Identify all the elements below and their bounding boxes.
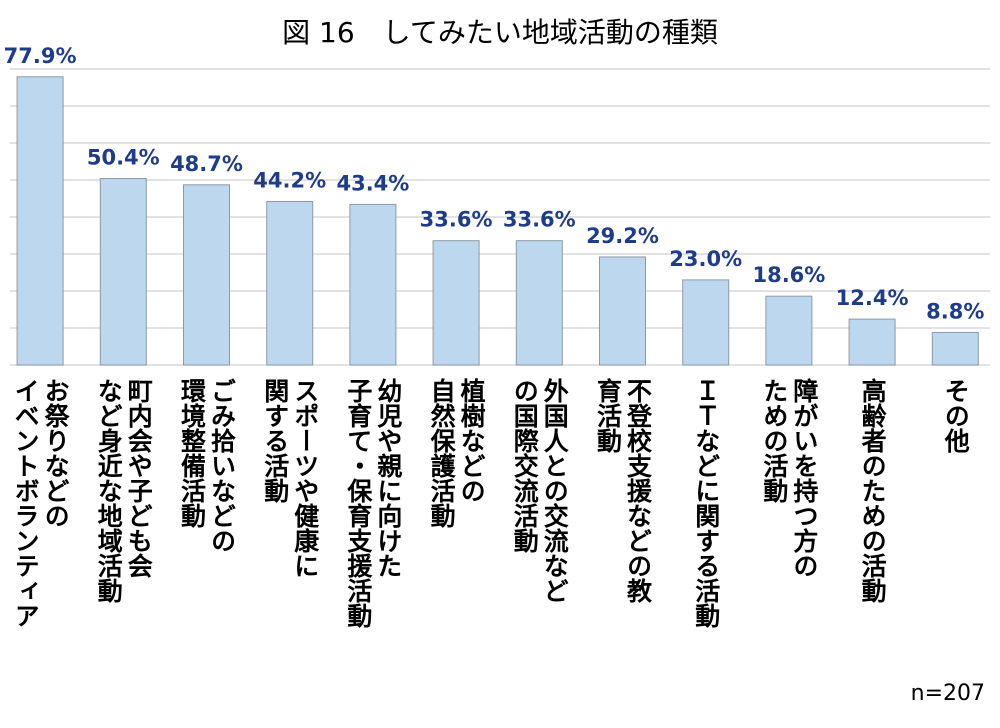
value-label: 29.2% <box>586 224 659 248</box>
bar <box>931 331 979 366</box>
bar <box>848 318 896 366</box>
category-label: スポーツや健康に 関する活動 <box>260 378 320 578</box>
category-label: お祭りなどの イベントボランティア <box>11 378 71 628</box>
category-label: 外国人との交流など の国際交流活動 <box>510 378 570 603</box>
category-label: 障がいを持つ方の ための活動 <box>759 378 819 578</box>
value-label: 77.9% <box>4 44 77 68</box>
value-label: 23.0% <box>669 247 742 271</box>
bar <box>16 76 64 366</box>
value-label: 12.4% <box>836 286 909 310</box>
category-label: 町内会や子ども会 など身近な地域活動 <box>94 378 154 603</box>
value-label: 33.6% <box>420 208 493 232</box>
bar <box>183 184 230 366</box>
value-label: 48.7% <box>170 152 243 176</box>
category-label: 高齢者のための活動 <box>858 378 888 603</box>
value-label: 43.4% <box>336 171 409 195</box>
value-label: 50.4% <box>87 146 160 170</box>
category-label: 植樹などの 自然保護活動 <box>427 378 487 528</box>
category-label: ごみ拾いなどの 環境整備活動 <box>177 378 237 553</box>
bar <box>266 200 314 366</box>
bar <box>599 256 646 366</box>
value-label: 18.6% <box>752 263 825 287</box>
category-label: 不登校支援などの教 育活動 <box>593 378 653 603</box>
category-label: ＩＴなどに関する活動 <box>691 378 721 628</box>
value-label: 33.6% <box>503 208 576 232</box>
bar <box>682 279 730 366</box>
bar <box>432 240 480 366</box>
bar <box>99 178 147 366</box>
bar <box>515 240 563 366</box>
value-label: 8.8% <box>926 299 984 323</box>
bar <box>349 203 397 366</box>
category-label: 幼児や親に向けた 子育て・保育支援活動 <box>343 378 403 628</box>
category-label: その他 <box>941 378 971 453</box>
bar <box>765 295 813 366</box>
note: n=207 <box>911 681 985 706</box>
value-label: 44.2% <box>253 168 326 192</box>
chart-title: 図 16 してみたい地域活動の種類 <box>282 16 718 49</box>
